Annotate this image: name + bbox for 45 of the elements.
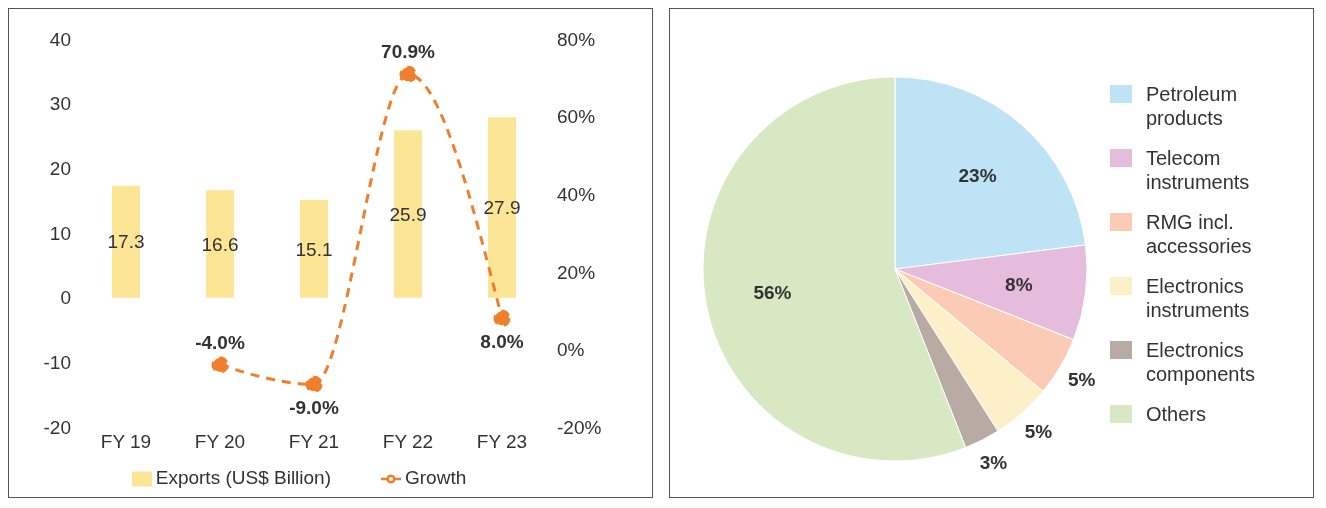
y2-tick-label: -20% bbox=[557, 416, 602, 438]
y-tick-label: 0 bbox=[60, 287, 71, 309]
point bbox=[493, 309, 511, 327]
y2-tick-label: 20% bbox=[557, 261, 596, 283]
data-label: 70.9% bbox=[381, 41, 436, 63]
y2-tick-label: 60% bbox=[557, 106, 596, 128]
legend-label: RMG incl. accessories bbox=[1146, 210, 1253, 258]
legend-label: Exports (US$ Billion) bbox=[155, 467, 332, 488]
x-tick-label: FY 20 bbox=[194, 431, 246, 453]
data-label: 8.0% bbox=[480, 331, 524, 353]
y-tick-label: -10 bbox=[43, 352, 71, 374]
y2-tick-label: 80% bbox=[557, 28, 596, 50]
y2-tick-label: 0% bbox=[557, 339, 585, 361]
data-label: 8% bbox=[1005, 274, 1033, 296]
data-label: 23% bbox=[958, 164, 997, 186]
y-tick-label: 40 bbox=[49, 28, 71, 50]
data-label: 17.3 bbox=[107, 231, 145, 253]
point bbox=[399, 65, 417, 83]
legend-label: Electronics components bbox=[1146, 338, 1256, 386]
y-tick-label: 10 bbox=[49, 222, 71, 244]
legend-label: Electronics instruments bbox=[1146, 274, 1251, 322]
data-label: 25.9 bbox=[389, 203, 427, 225]
x-tick-label: FY 22 bbox=[382, 431, 434, 453]
data-label: 16.6 bbox=[201, 233, 239, 255]
x-tick-label: FY 19 bbox=[100, 431, 152, 453]
data-label: 5% bbox=[1024, 421, 1053, 443]
data-label: -9.0% bbox=[289, 397, 339, 419]
legend-label: Others bbox=[1146, 402, 1207, 426]
x-tick-label: FY 21 bbox=[288, 431, 340, 453]
y2-tick-label: 40% bbox=[557, 183, 596, 205]
legend-label: Telecom instruments bbox=[1146, 146, 1251, 194]
legend-label: Petroleum products bbox=[1146, 82, 1239, 130]
point bbox=[305, 375, 323, 393]
data-label: 27.9 bbox=[483, 197, 521, 219]
legend-label: Growth bbox=[405, 467, 467, 488]
y-tick-label: 30 bbox=[49, 93, 71, 115]
point bbox=[211, 356, 229, 374]
data-label: 5% bbox=[1068, 368, 1096, 390]
data-label: 3% bbox=[979, 451, 1008, 473]
y-tick-label: 20 bbox=[49, 158, 71, 180]
y-tick-label: -20 bbox=[43, 416, 71, 438]
x-tick-label: FY 23 bbox=[476, 431, 528, 453]
data-label: -4.0% bbox=[195, 331, 245, 353]
data-label: 15.1 bbox=[295, 238, 333, 260]
data-label: 56% bbox=[753, 281, 792, 303]
